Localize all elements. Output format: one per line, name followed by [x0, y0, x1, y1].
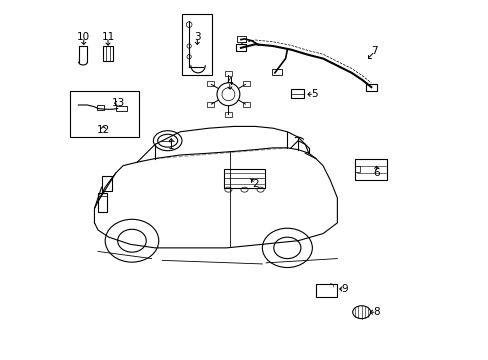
Bar: [102, 176, 112, 191]
Bar: [206, 81, 214, 86]
Text: 5: 5: [310, 89, 317, 99]
Text: 4: 4: [226, 77, 232, 87]
Bar: [98, 193, 107, 212]
Bar: [116, 106, 126, 111]
Text: 7: 7: [371, 46, 377, 57]
Text: 3: 3: [194, 32, 200, 42]
Text: 1: 1: [167, 141, 174, 151]
Bar: [243, 81, 249, 86]
Bar: [354, 166, 359, 172]
Text: 2: 2: [251, 179, 258, 189]
Text: 10: 10: [77, 32, 90, 42]
Bar: [243, 102, 249, 107]
Text: 11: 11: [101, 32, 114, 42]
Bar: [224, 71, 231, 76]
Text: 8: 8: [373, 307, 379, 317]
Text: 13: 13: [112, 98, 125, 108]
Bar: [224, 168, 264, 188]
Bar: [182, 14, 212, 75]
Bar: [206, 102, 214, 107]
Bar: [315, 284, 337, 297]
Bar: [235, 44, 246, 51]
Bar: [354, 158, 386, 180]
Bar: [97, 105, 104, 110]
Bar: [365, 84, 376, 91]
Bar: [237, 36, 245, 42]
Bar: [224, 112, 231, 117]
Bar: [272, 69, 282, 75]
Bar: [70, 91, 139, 137]
Text: 6: 6: [373, 168, 379, 178]
Text: 12: 12: [97, 125, 110, 135]
Text: 9: 9: [341, 284, 347, 294]
Bar: [103, 46, 113, 61]
Bar: [290, 89, 303, 98]
